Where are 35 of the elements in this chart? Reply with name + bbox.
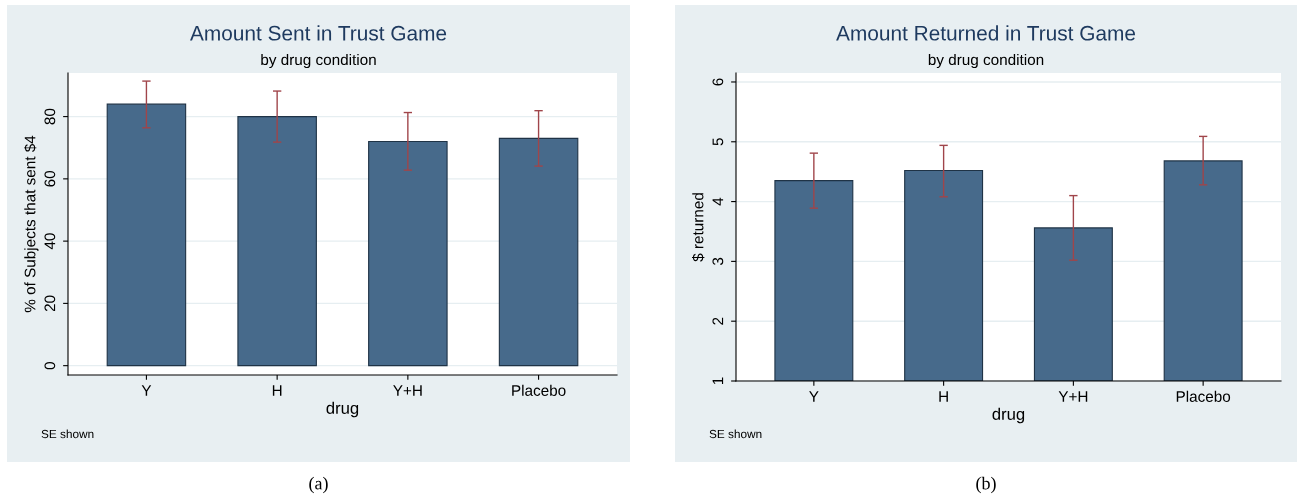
text: SE shown xyxy=(709,429,762,439)
bar xyxy=(498,137,579,367)
y-tick-label: 20 xyxy=(44,295,56,312)
chart-subtitle: by drug condition xyxy=(928,53,1044,69)
y-axis-title: % of Subjects that sent $4 xyxy=(24,135,39,313)
x-tick-label: H xyxy=(272,385,282,396)
bar xyxy=(237,116,317,367)
x-tick-label: Placebo xyxy=(1176,390,1231,402)
text: SE shown xyxy=(41,429,94,439)
text: (a) xyxy=(309,476,328,494)
x-axis-title: drug xyxy=(326,401,359,418)
y-tick-label: 3 xyxy=(712,257,724,266)
y-tick-label: 40 xyxy=(44,233,56,250)
bar xyxy=(368,140,448,367)
y-tick-label: 6 xyxy=(712,78,724,86)
y-tick-label: 4 xyxy=(712,197,724,206)
x-tick-label: Y+H xyxy=(1058,391,1088,402)
x-tick-label: Placebo xyxy=(512,384,566,396)
bar xyxy=(106,103,187,367)
text: (b) xyxy=(976,476,996,494)
x-axis-title: drug xyxy=(992,407,1025,424)
y-tick-label: 2 xyxy=(712,317,724,325)
chart-title: Amount Sent in Trust Game xyxy=(190,25,447,41)
y-axis-title: $ returned xyxy=(692,193,705,262)
y-tick-label: 80 xyxy=(44,108,56,125)
chart-title: Amount Returned in Trust Game xyxy=(836,25,1136,41)
x-tick-label: Y xyxy=(809,391,819,402)
y-tick-label: 60 xyxy=(44,170,56,187)
y-tick-label: 1 xyxy=(712,377,724,385)
x-tick-label: Y+H xyxy=(393,385,422,396)
y-tick-label: 5 xyxy=(712,138,724,146)
y-tick-label: 0 xyxy=(44,362,56,370)
x-tick-label: H xyxy=(939,391,948,402)
chart-subtitle: by drug condition xyxy=(261,53,376,69)
x-tick-label: Y xyxy=(141,385,152,396)
